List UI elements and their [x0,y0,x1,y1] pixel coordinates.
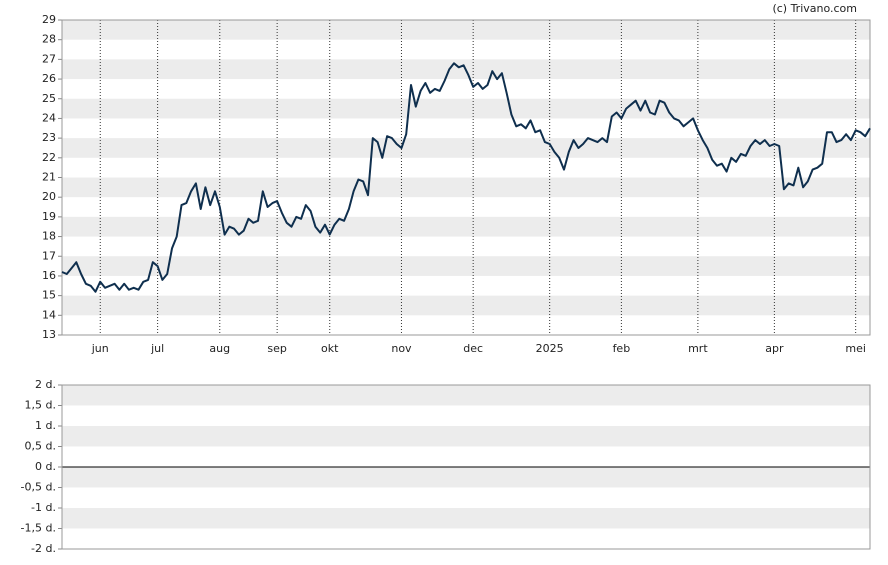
y-tick-label: 20 [42,190,56,203]
x-tick-label: aug [209,342,230,355]
x-tick-label: okt [321,342,339,355]
y-tick-label: 17 [42,249,56,262]
x-tick-label: dec [463,342,483,355]
y-tick-label: 18 [42,230,56,243]
band [62,426,870,447]
x-tick-label: sep [267,342,286,355]
y-tick-label: 2 d. [35,378,56,391]
y-tick-label: -1 d. [31,501,56,514]
band [62,216,870,237]
plot-border [61,384,871,550]
y-tick-label: 28 [42,33,56,46]
y-tick-label: -1,5 d. [21,522,56,535]
x-tick-label: jun [91,342,109,355]
band [62,467,870,488]
y-tick-label: 0,5 d. [25,440,56,453]
band [62,508,870,529]
x-tick-label: 2025 [536,342,564,355]
band [62,177,870,198]
band [62,295,870,316]
y-tick-label: 15 [42,289,56,302]
y-tick-label: -0,5 d. [21,481,56,494]
y-tick-label: 21 [42,171,56,184]
band [62,98,870,119]
x-tick-label: mrt [688,342,708,355]
band [62,385,870,406]
band [62,20,870,40]
y-tick-label: 19 [42,210,56,223]
band [62,138,870,158]
band [62,256,870,276]
y-tick-label: 27 [42,52,56,65]
x-tick-label: mei [845,342,866,355]
x-tick-label: apr [765,342,784,355]
y-tick-label: 26 [42,72,56,85]
y-tick-label: 14 [42,308,56,321]
x-tick-label: feb [613,342,631,355]
credit: (c) Trivano.com [772,2,857,15]
x-tick-label: jul [150,342,164,355]
y-tick-label: 1,5 d. [25,399,56,412]
y-tick-label: 24 [42,111,56,124]
y-tick-label: 23 [42,131,56,144]
y-tick-label: 22 [42,151,56,164]
price-line [61,62,871,293]
y-tick-label: 29 [42,13,56,26]
y-tick-label: -2 d. [31,542,56,555]
plot-border [61,19,871,336]
y-tick-label: 13 [42,328,56,341]
y-tick-label: 16 [42,269,56,282]
y-tick-label: 25 [42,92,56,105]
x-tick-label: nov [391,342,412,355]
y-tick-label: 1 d. [35,419,56,432]
y-tick-label: 0 d. [35,460,56,473]
